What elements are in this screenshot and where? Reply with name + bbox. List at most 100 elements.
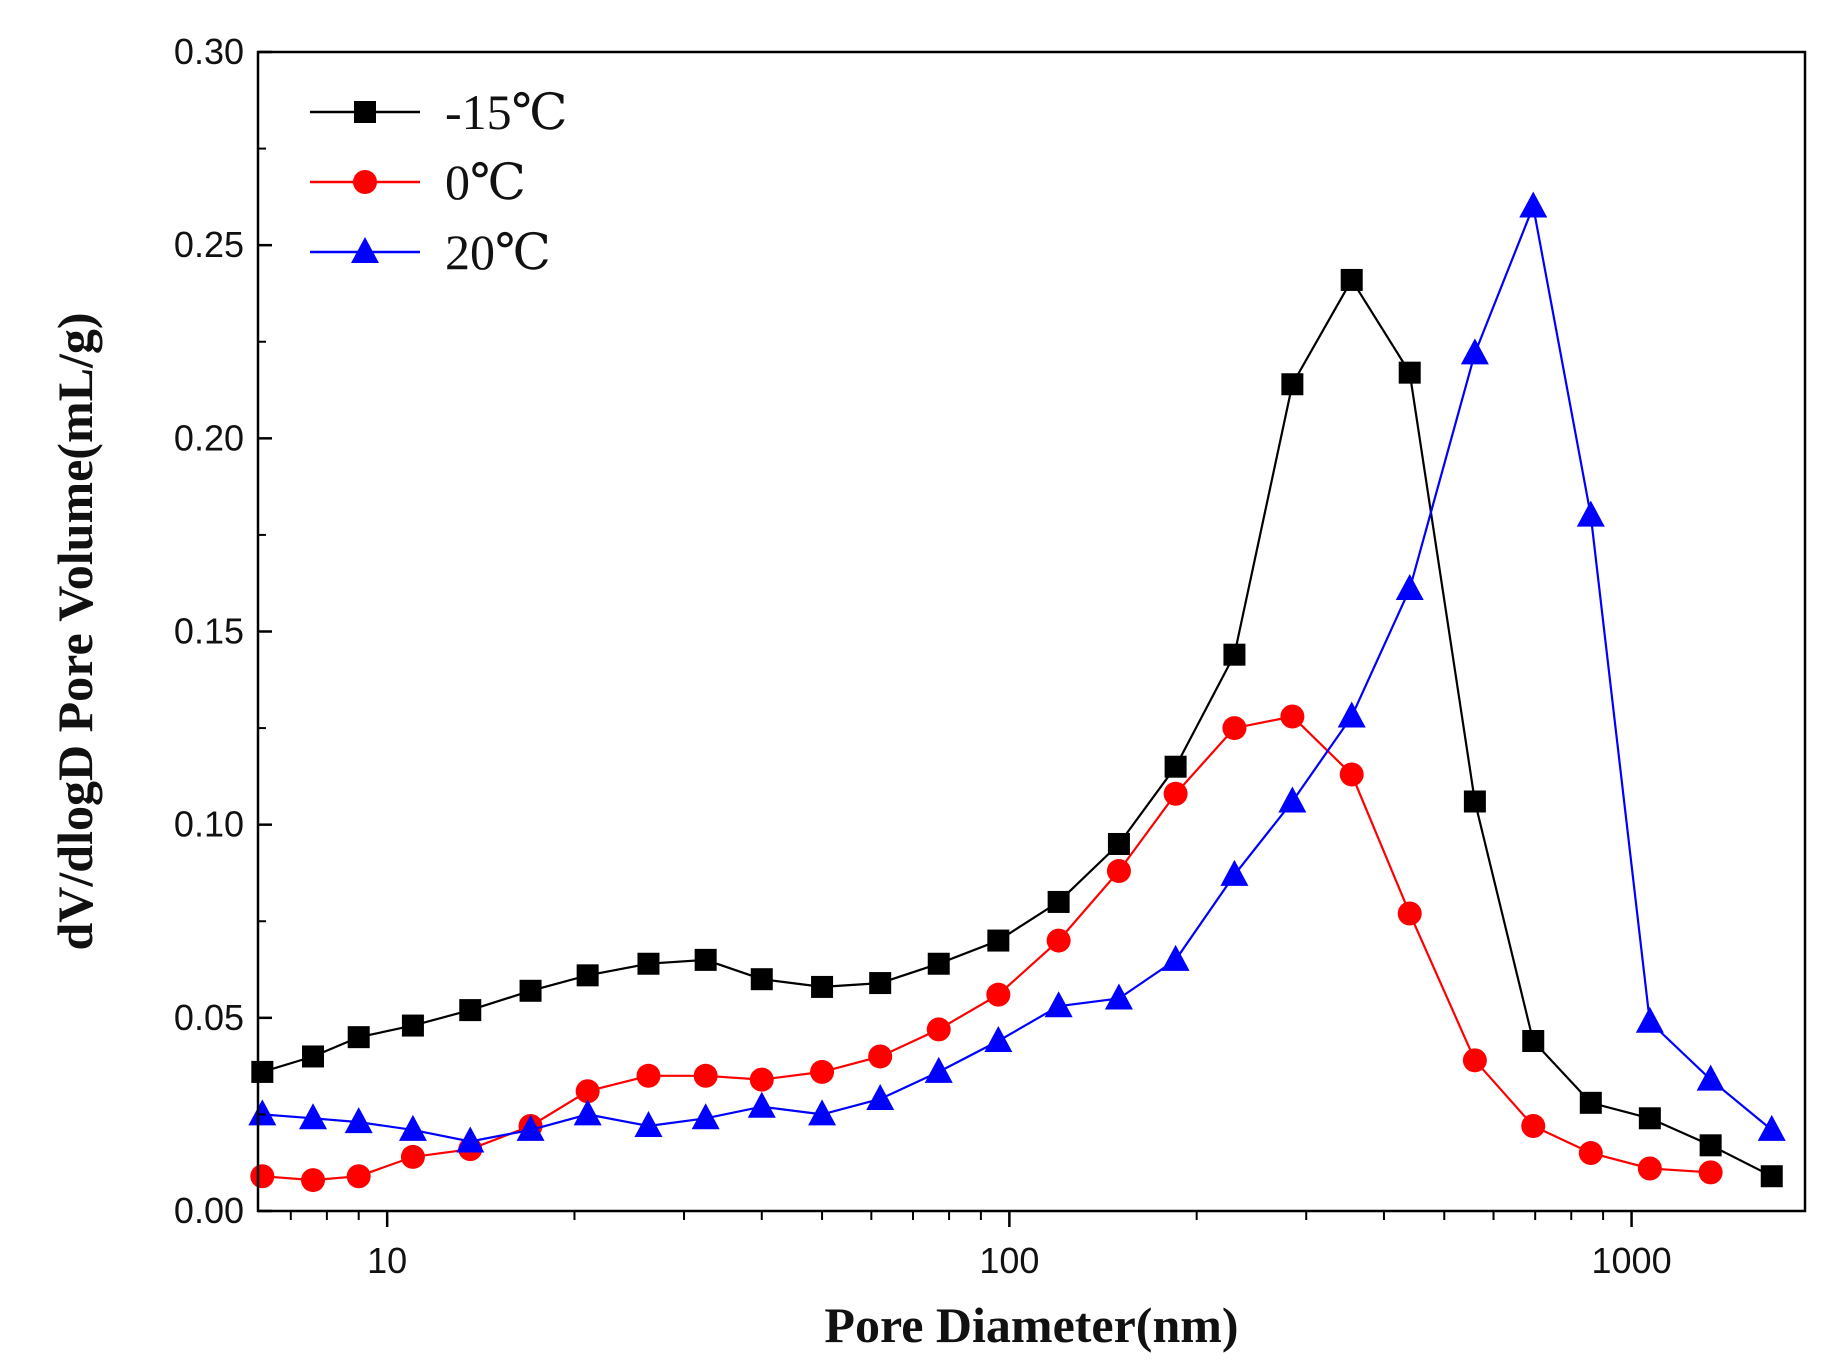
data-point: [1519, 191, 1548, 218]
legend-item: 0℃: [310, 154, 526, 210]
data-point: [1220, 859, 1249, 886]
data-point: [747, 1091, 776, 1118]
data-point: [636, 1063, 661, 1088]
legend-marker: [353, 170, 377, 194]
series-line: [262, 202, 1773, 1143]
x-tick-label: 100: [979, 1240, 1039, 1281]
data-point: [810, 1059, 835, 1084]
data-point: [1760, 1165, 1783, 1188]
data-point: [634, 1111, 663, 1138]
legend: -15℃ 0℃ 20℃: [310, 84, 568, 280]
legend-item: -15℃: [310, 84, 568, 140]
data-point: [248, 1099, 277, 1126]
data-point: [927, 952, 950, 975]
data-point: [1106, 859, 1131, 884]
data-point: [347, 1026, 370, 1049]
data-point: [1046, 928, 1071, 953]
data-point: [750, 968, 773, 991]
y-tick-label: 0.25: [174, 224, 244, 265]
data-point: [400, 1144, 425, 1169]
data-point: [1395, 574, 1424, 601]
data-point: [1398, 361, 1421, 384]
data-point: [1638, 1107, 1661, 1130]
x-tick-label: 10: [367, 1240, 407, 1281]
data-point: [1161, 944, 1190, 971]
data-point: [986, 982, 1011, 1007]
data-point: [1757, 1114, 1786, 1141]
y-axis-title: dV/dlogD Pore Volume(mL/g): [47, 313, 103, 951]
legend-label: 20℃: [445, 224, 551, 280]
data-point: [346, 1164, 371, 1189]
data-point: [1699, 1134, 1722, 1157]
data-point: [1281, 373, 1304, 396]
data-point: [1280, 704, 1305, 729]
data-point: [1107, 832, 1130, 855]
y-tick-label: 0.05: [174, 997, 244, 1038]
data-point: [576, 964, 599, 987]
data-point: [251, 1060, 274, 1083]
data-point: [250, 1164, 275, 1189]
data-point: [575, 1079, 600, 1104]
data-point: [516, 1114, 545, 1141]
data-point: [1337, 701, 1366, 728]
data-point: [1579, 1091, 1602, 1114]
series-line: [261, 277, 1773, 1178]
legend-label: -15℃: [445, 84, 568, 140]
data-point: [811, 975, 834, 998]
data-point: [456, 1126, 485, 1153]
data-point: [924, 1056, 953, 1083]
data-point: [1339, 762, 1364, 787]
data-point: [573, 1099, 602, 1126]
y-tick-label: 0.00: [174, 1190, 244, 1231]
data-point: [1463, 790, 1486, 813]
data-point: [869, 972, 892, 995]
series-line: [262, 715, 1711, 1182]
data-point: [808, 1099, 837, 1126]
data-point: [301, 1168, 326, 1193]
data-point: [398, 1114, 427, 1141]
data-point: [1696, 1064, 1725, 1091]
data-point: [401, 1014, 424, 1037]
data-point: [984, 1026, 1013, 1053]
y-tick-label: 0.30: [174, 31, 244, 72]
data-point: [694, 948, 717, 971]
y-tick-label: 0.15: [174, 611, 244, 652]
data-point: [1522, 1030, 1545, 1053]
data-point: [1340, 268, 1363, 291]
data-point: [1047, 890, 1070, 913]
data-point: [1578, 1141, 1603, 1166]
data-point: [299, 1103, 328, 1130]
axes-layer: 0.00 0.05 0.10 0.15 0.20 0.25 0.30 10 100 1000: [174, 31, 1807, 1281]
data-point: [1635, 1006, 1664, 1033]
data-point: [987, 929, 1010, 952]
data-point: [519, 979, 542, 1002]
x-tick-label: 1000: [1592, 1240, 1672, 1281]
data-point: [1163, 781, 1188, 806]
x-axis-title: Pore Diameter(nm): [824, 1297, 1238, 1353]
data-point: [868, 1044, 893, 1069]
data-point: [1576, 500, 1605, 527]
data-point: [1222, 716, 1247, 741]
data-point: [1164, 755, 1187, 778]
data-point: [1397, 901, 1422, 926]
data-point: [1104, 983, 1133, 1010]
series-layer: [248, 191, 1786, 1193]
y-tick-label: 0.20: [174, 417, 244, 458]
data-point: [926, 1017, 951, 1042]
series-1: [250, 704, 1723, 1193]
data-point: [749, 1067, 774, 1092]
data-point: [1521, 1114, 1546, 1139]
data-point: [693, 1063, 718, 1088]
data-point: [302, 1045, 325, 1068]
data-point: [1223, 643, 1246, 666]
data-point: [866, 1083, 895, 1110]
legend-marker: [354, 101, 376, 123]
data-point: [1462, 1048, 1487, 1073]
data-point: [1278, 786, 1307, 813]
data-point: [459, 999, 482, 1022]
data-point: [344, 1107, 373, 1134]
data-point: [1460, 338, 1489, 365]
legend-label: 0℃: [445, 154, 526, 210]
data-point: [637, 952, 660, 975]
